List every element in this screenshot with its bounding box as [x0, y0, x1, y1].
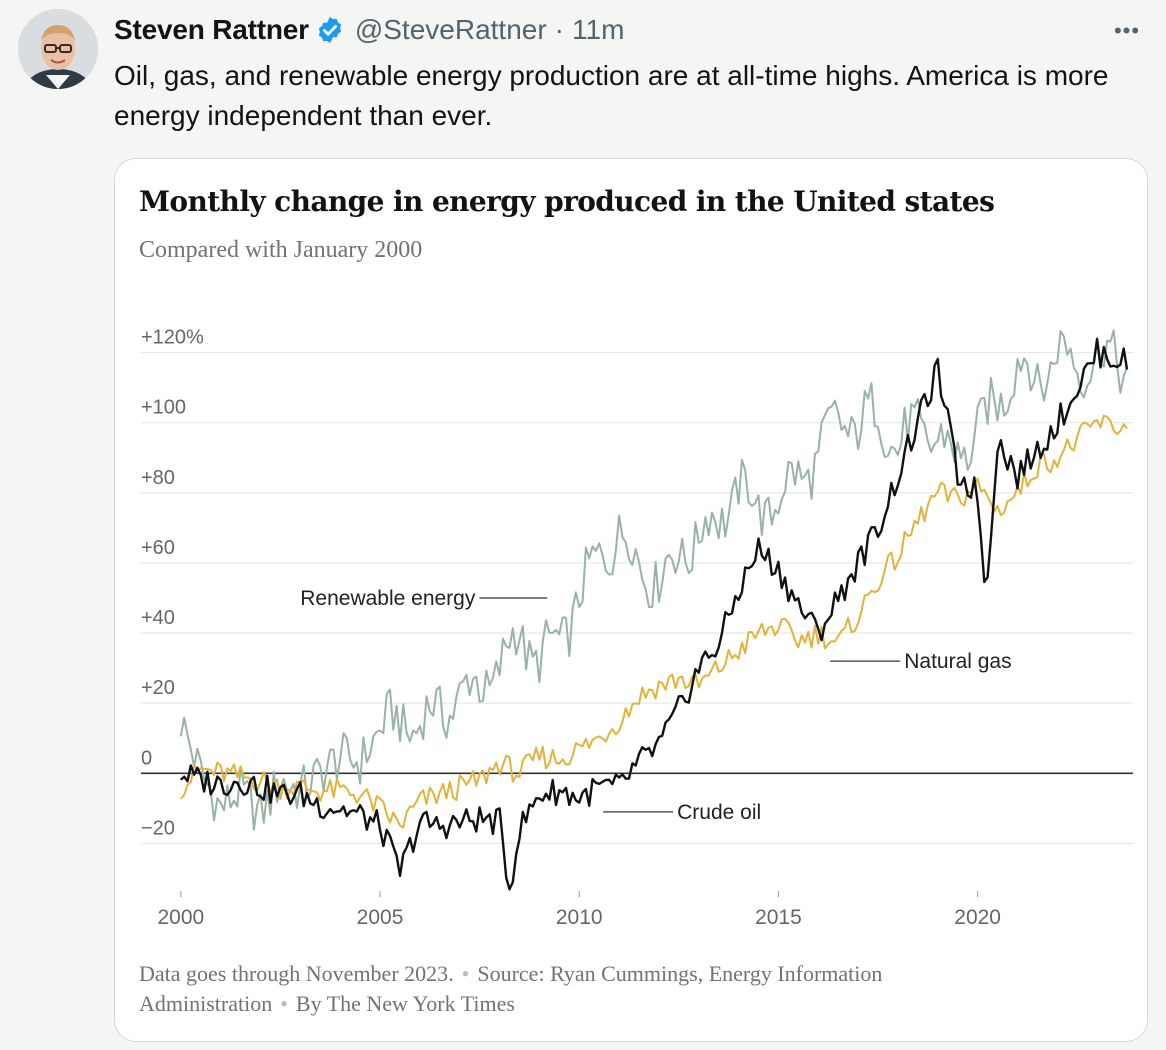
series-label-natural-gas: Natural gas [904, 650, 1011, 673]
series-line-natural-gas [180, 414, 1128, 829]
y-tick-label: +60 [141, 537, 175, 559]
x-tick-label: 2020 [954, 906, 1001, 929]
x-tick-label: 2005 [357, 906, 404, 929]
y-tick-label: +20 [141, 677, 175, 699]
footer-separator: • [461, 961, 470, 986]
y-tick-label: 0 [141, 747, 152, 769]
x-tick-label: 2010 [556, 906, 603, 929]
y-tick-label: +40 [141, 607, 175, 629]
series-line-renewable-energy [179, 329, 1128, 831]
footer-credit: By The New York Times [295, 991, 515, 1016]
author-name[interactable]: Steven Rattner [114, 14, 309, 45]
timestamp[interactable]: 11m [572, 14, 625, 45]
chart-title: Monthly change in energy produced in the… [139, 185, 995, 218]
chart-card[interactable]: Monthly change in energy produced in the… [114, 158, 1148, 1042]
more-dots-icon[interactable]: ••• [1113, 18, 1141, 43]
avatar[interactable] [18, 9, 98, 89]
tweet-header: Steven Rattner @SteveRattner · 11m [114, 10, 624, 50]
x-tick-label: 2000 [157, 906, 204, 929]
series-line-crude-oil [179, 337, 1129, 891]
chart-subtitle: Compared with January 2000 [139, 237, 423, 263]
y-tick-label: −20 [141, 817, 175, 839]
footer-note: Data goes through November 2023. [139, 961, 454, 986]
y-tick-label: +120% [141, 327, 204, 349]
y-tick-label: +100 [141, 397, 186, 419]
verified-badge-icon [318, 16, 341, 44]
author-handle[interactable]: @SteveRattner [354, 14, 547, 45]
footer-source: Source: Ryan Cummings, Energy Informatio… [139, 961, 883, 1016]
x-tick-label: 2015 [755, 906, 802, 929]
footer-separator: • [280, 991, 288, 1016]
tweet-text: Oil, gas, and renewable energy productio… [114, 60, 1109, 131]
chart-footer: Data goes through November 2023. • Source:… [139, 959, 1039, 1019]
series-label-crude-oil: Crude oil [677, 801, 761, 824]
y-tick-label: +80 [141, 467, 175, 489]
series-label-renewable-energy: Renewable energy [300, 587, 476, 610]
avatar-image [18, 9, 98, 89]
line-chart: +120% +100 +80 +60 +40 +20 0 −20 2000 2005 2010 201… [141, 327, 1133, 929]
separator-dot: · [554, 14, 564, 45]
